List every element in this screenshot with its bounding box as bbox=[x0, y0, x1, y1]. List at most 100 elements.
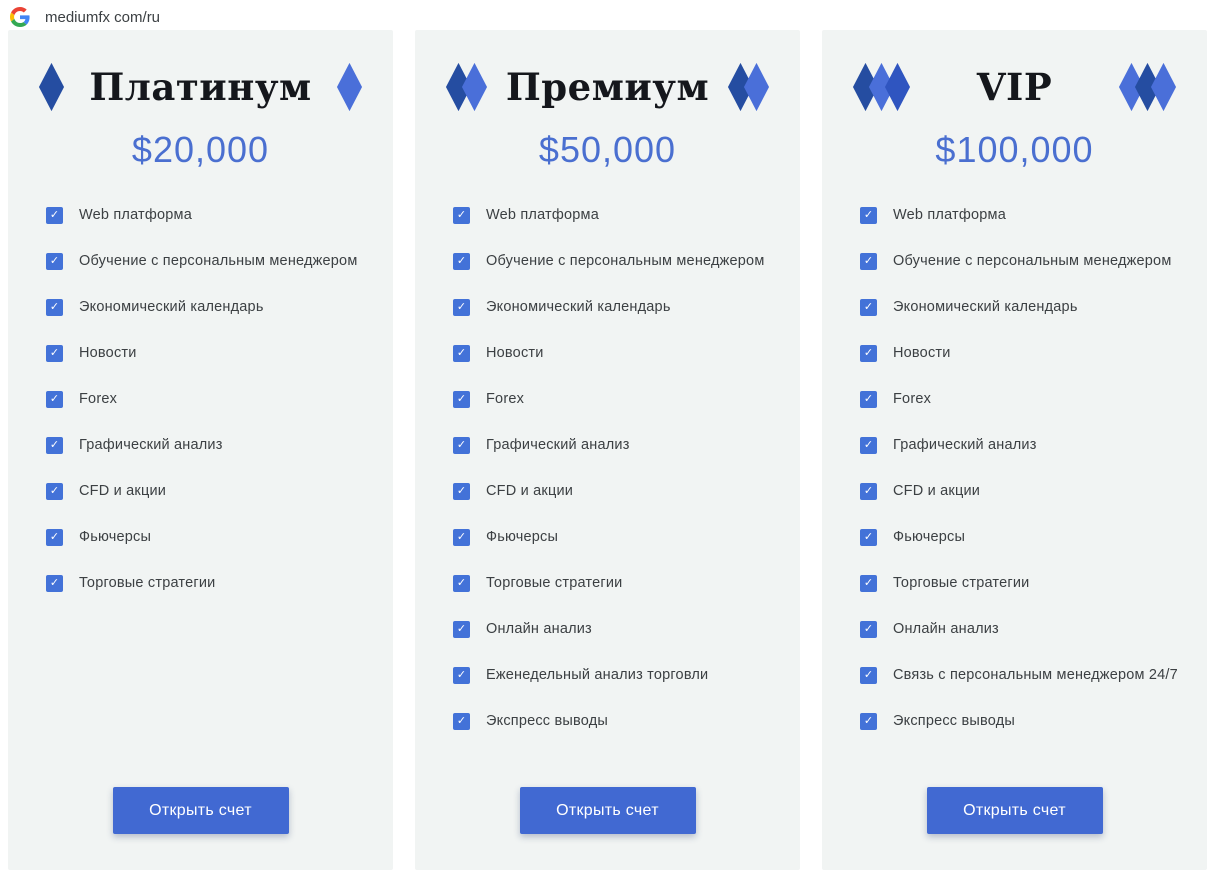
feature-label: Экспресс выводы bbox=[486, 713, 608, 729]
feature-label: Web платформа bbox=[79, 207, 192, 223]
checkbox-checked-icon[interactable]: ✓ bbox=[860, 666, 877, 684]
diamond-icon bbox=[727, 61, 770, 113]
feature-item: ✓ Экспресс выводы bbox=[860, 698, 1207, 744]
checkbox-checked-icon[interactable]: ✓ bbox=[860, 620, 877, 638]
checkbox-checked-icon[interactable]: ✓ bbox=[860, 298, 877, 316]
plan-price: $20,000 bbox=[131, 129, 270, 170]
feature-label: Экономический календарь bbox=[486, 299, 671, 315]
checkbox-checked-icon[interactable]: ✓ bbox=[860, 712, 877, 730]
feature-item: ✓ Графический анализ bbox=[46, 422, 393, 468]
checkbox-checked-icon[interactable]: ✓ bbox=[453, 574, 470, 592]
feature-item: ✓ Web платформа bbox=[860, 192, 1207, 238]
feature-label: CFD и акции bbox=[486, 483, 574, 499]
feature-item: ✓ Новости bbox=[453, 330, 800, 376]
feature-item: ✓ CFD и акции bbox=[46, 468, 393, 514]
feature-item: ✓ Связь с персональным менеджером 24/7 bbox=[860, 652, 1207, 698]
diamond-icon bbox=[1118, 61, 1177, 113]
feature-item: ✓ Еженедельный анализ торговли bbox=[453, 652, 800, 698]
feature-label: Обучение с персональным менеджером bbox=[79, 253, 358, 269]
feature-label: Онлайн анализ bbox=[893, 621, 999, 637]
feature-item: ✓ Forex bbox=[860, 376, 1207, 422]
feature-item: ✓ Экономический календарь bbox=[860, 284, 1207, 330]
google-logo-icon bbox=[10, 7, 30, 27]
feature-item: ✓ Торговые стратегии bbox=[453, 560, 800, 606]
checkbox-checked-icon[interactable]: ✓ bbox=[453, 528, 470, 546]
feature-label: Фьючерсы bbox=[893, 529, 966, 545]
feature-item: ✓ Обучение с персональным менеджером bbox=[860, 238, 1207, 284]
checkbox-checked-icon[interactable]: ✓ bbox=[46, 528, 63, 546]
feature-list: ✓ Web платформа ✓ Обучение с персональны… bbox=[8, 192, 393, 606]
plan-title: Премиум bbox=[505, 65, 710, 109]
feature-label: Графический анализ bbox=[486, 437, 630, 453]
feature-item: ✓ Экономический календарь bbox=[453, 284, 800, 330]
feature-list: ✓ Web платформа ✓ Обучение с персональны… bbox=[415, 192, 800, 744]
feature-label: Экономический календарь bbox=[79, 299, 264, 315]
checkbox-checked-icon[interactable]: ✓ bbox=[453, 436, 470, 454]
checkbox-checked-icon[interactable]: ✓ bbox=[860, 528, 877, 546]
checkbox-checked-icon[interactable]: ✓ bbox=[46, 344, 63, 362]
page-url-link[interactable]: mediumfx com/ru bbox=[45, 8, 161, 26]
feature-item: ✓ Экспресс выводы bbox=[453, 698, 800, 744]
feature-item: ✓ Новости bbox=[46, 330, 393, 376]
open-account-button[interactable]: Открыть счет bbox=[112, 787, 289, 834]
checkbox-checked-icon[interactable]: ✓ bbox=[860, 574, 877, 592]
checkbox-checked-icon[interactable]: ✓ bbox=[453, 620, 470, 638]
feature-label: Forex bbox=[893, 391, 932, 407]
pricing-cards: Платинум $20,000 ✓ Web платформа ✓ Обуче… bbox=[8, 30, 1207, 870]
checkbox-checked-icon[interactable]: ✓ bbox=[860, 390, 877, 408]
feature-label: Торговые стратегии bbox=[486, 575, 623, 591]
open-account-button[interactable]: Открыть счет bbox=[926, 787, 1103, 834]
checkbox-checked-icon[interactable]: ✓ bbox=[453, 298, 470, 316]
checkbox-checked-icon[interactable]: ✓ bbox=[453, 482, 470, 500]
feature-label: Forex bbox=[486, 391, 525, 407]
checkbox-checked-icon[interactable]: ✓ bbox=[860, 206, 877, 224]
feature-label: Онлайн анализ bbox=[486, 621, 592, 637]
feature-item: ✓ Web платформа bbox=[453, 192, 800, 238]
checkbox-checked-icon[interactable]: ✓ bbox=[453, 252, 470, 270]
feature-label: Новости bbox=[893, 345, 951, 361]
feature-label: Фьючерсы bbox=[79, 529, 152, 545]
feature-label: Торговые стратегии bbox=[79, 575, 216, 591]
checkbox-checked-icon[interactable]: ✓ bbox=[46, 574, 63, 592]
checkbox-checked-icon[interactable]: ✓ bbox=[46, 436, 63, 454]
feature-item: ✓ Онлайн анализ bbox=[860, 606, 1207, 652]
feature-item: ✓ Графический анализ bbox=[453, 422, 800, 468]
diamond-icon bbox=[852, 61, 911, 113]
feature-label: Forex bbox=[79, 391, 118, 407]
feature-label: Экспресс выводы bbox=[893, 713, 1015, 729]
feature-item: ✓ Графический анализ bbox=[860, 422, 1207, 468]
feature-label: CFD и акции bbox=[893, 483, 981, 499]
checkbox-checked-icon[interactable]: ✓ bbox=[46, 390, 63, 408]
feature-item: ✓ Новости bbox=[860, 330, 1207, 376]
checkbox-checked-icon[interactable]: ✓ bbox=[860, 482, 877, 500]
checkbox-checked-icon[interactable]: ✓ bbox=[46, 482, 63, 500]
pricing-card: Премиум $50,000 ✓ Web платформа ✓ Обучен… bbox=[415, 30, 800, 870]
feature-label: Еженедельный анализ торговли bbox=[486, 667, 709, 683]
card-header: Платинум bbox=[8, 58, 393, 116]
checkbox-checked-icon[interactable]: ✓ bbox=[453, 712, 470, 730]
feature-label: Обучение с персональным менеджером bbox=[486, 253, 765, 269]
feature-label: Web платформа bbox=[893, 207, 1006, 223]
feature-label: Связь с персональным менеджером 24/7 bbox=[893, 667, 1178, 683]
feature-label: CFD и акции bbox=[79, 483, 167, 499]
checkbox-checked-icon[interactable]: ✓ bbox=[46, 206, 63, 224]
checkbox-checked-icon[interactable]: ✓ bbox=[860, 436, 877, 454]
checkbox-checked-icon[interactable]: ✓ bbox=[453, 666, 470, 684]
feature-label: Экономический календарь bbox=[893, 299, 1078, 315]
feature-label: Новости bbox=[486, 345, 544, 361]
card-header: VIP bbox=[822, 58, 1207, 116]
feature-item: ✓ Фьючерсы bbox=[453, 514, 800, 560]
checkbox-checked-icon[interactable]: ✓ bbox=[860, 252, 877, 270]
open-account-button[interactable]: Открыть счет bbox=[519, 787, 696, 834]
plan-price: $100,000 bbox=[935, 129, 1094, 170]
feature-item: ✓ Web платформа bbox=[46, 192, 393, 238]
checkbox-checked-icon[interactable]: ✓ bbox=[453, 206, 470, 224]
checkbox-checked-icon[interactable]: ✓ bbox=[453, 344, 470, 362]
feature-label: Web платформа bbox=[486, 207, 599, 223]
checkbox-checked-icon[interactable]: ✓ bbox=[46, 252, 63, 270]
pricing-card: VIP $100,000 ✓ Web платформа ✓ Обучение … bbox=[822, 30, 1207, 870]
plan-title: Платинум bbox=[89, 65, 312, 109]
checkbox-checked-icon[interactable]: ✓ bbox=[46, 298, 63, 316]
checkbox-checked-icon[interactable]: ✓ bbox=[453, 390, 470, 408]
checkbox-checked-icon[interactable]: ✓ bbox=[860, 344, 877, 362]
